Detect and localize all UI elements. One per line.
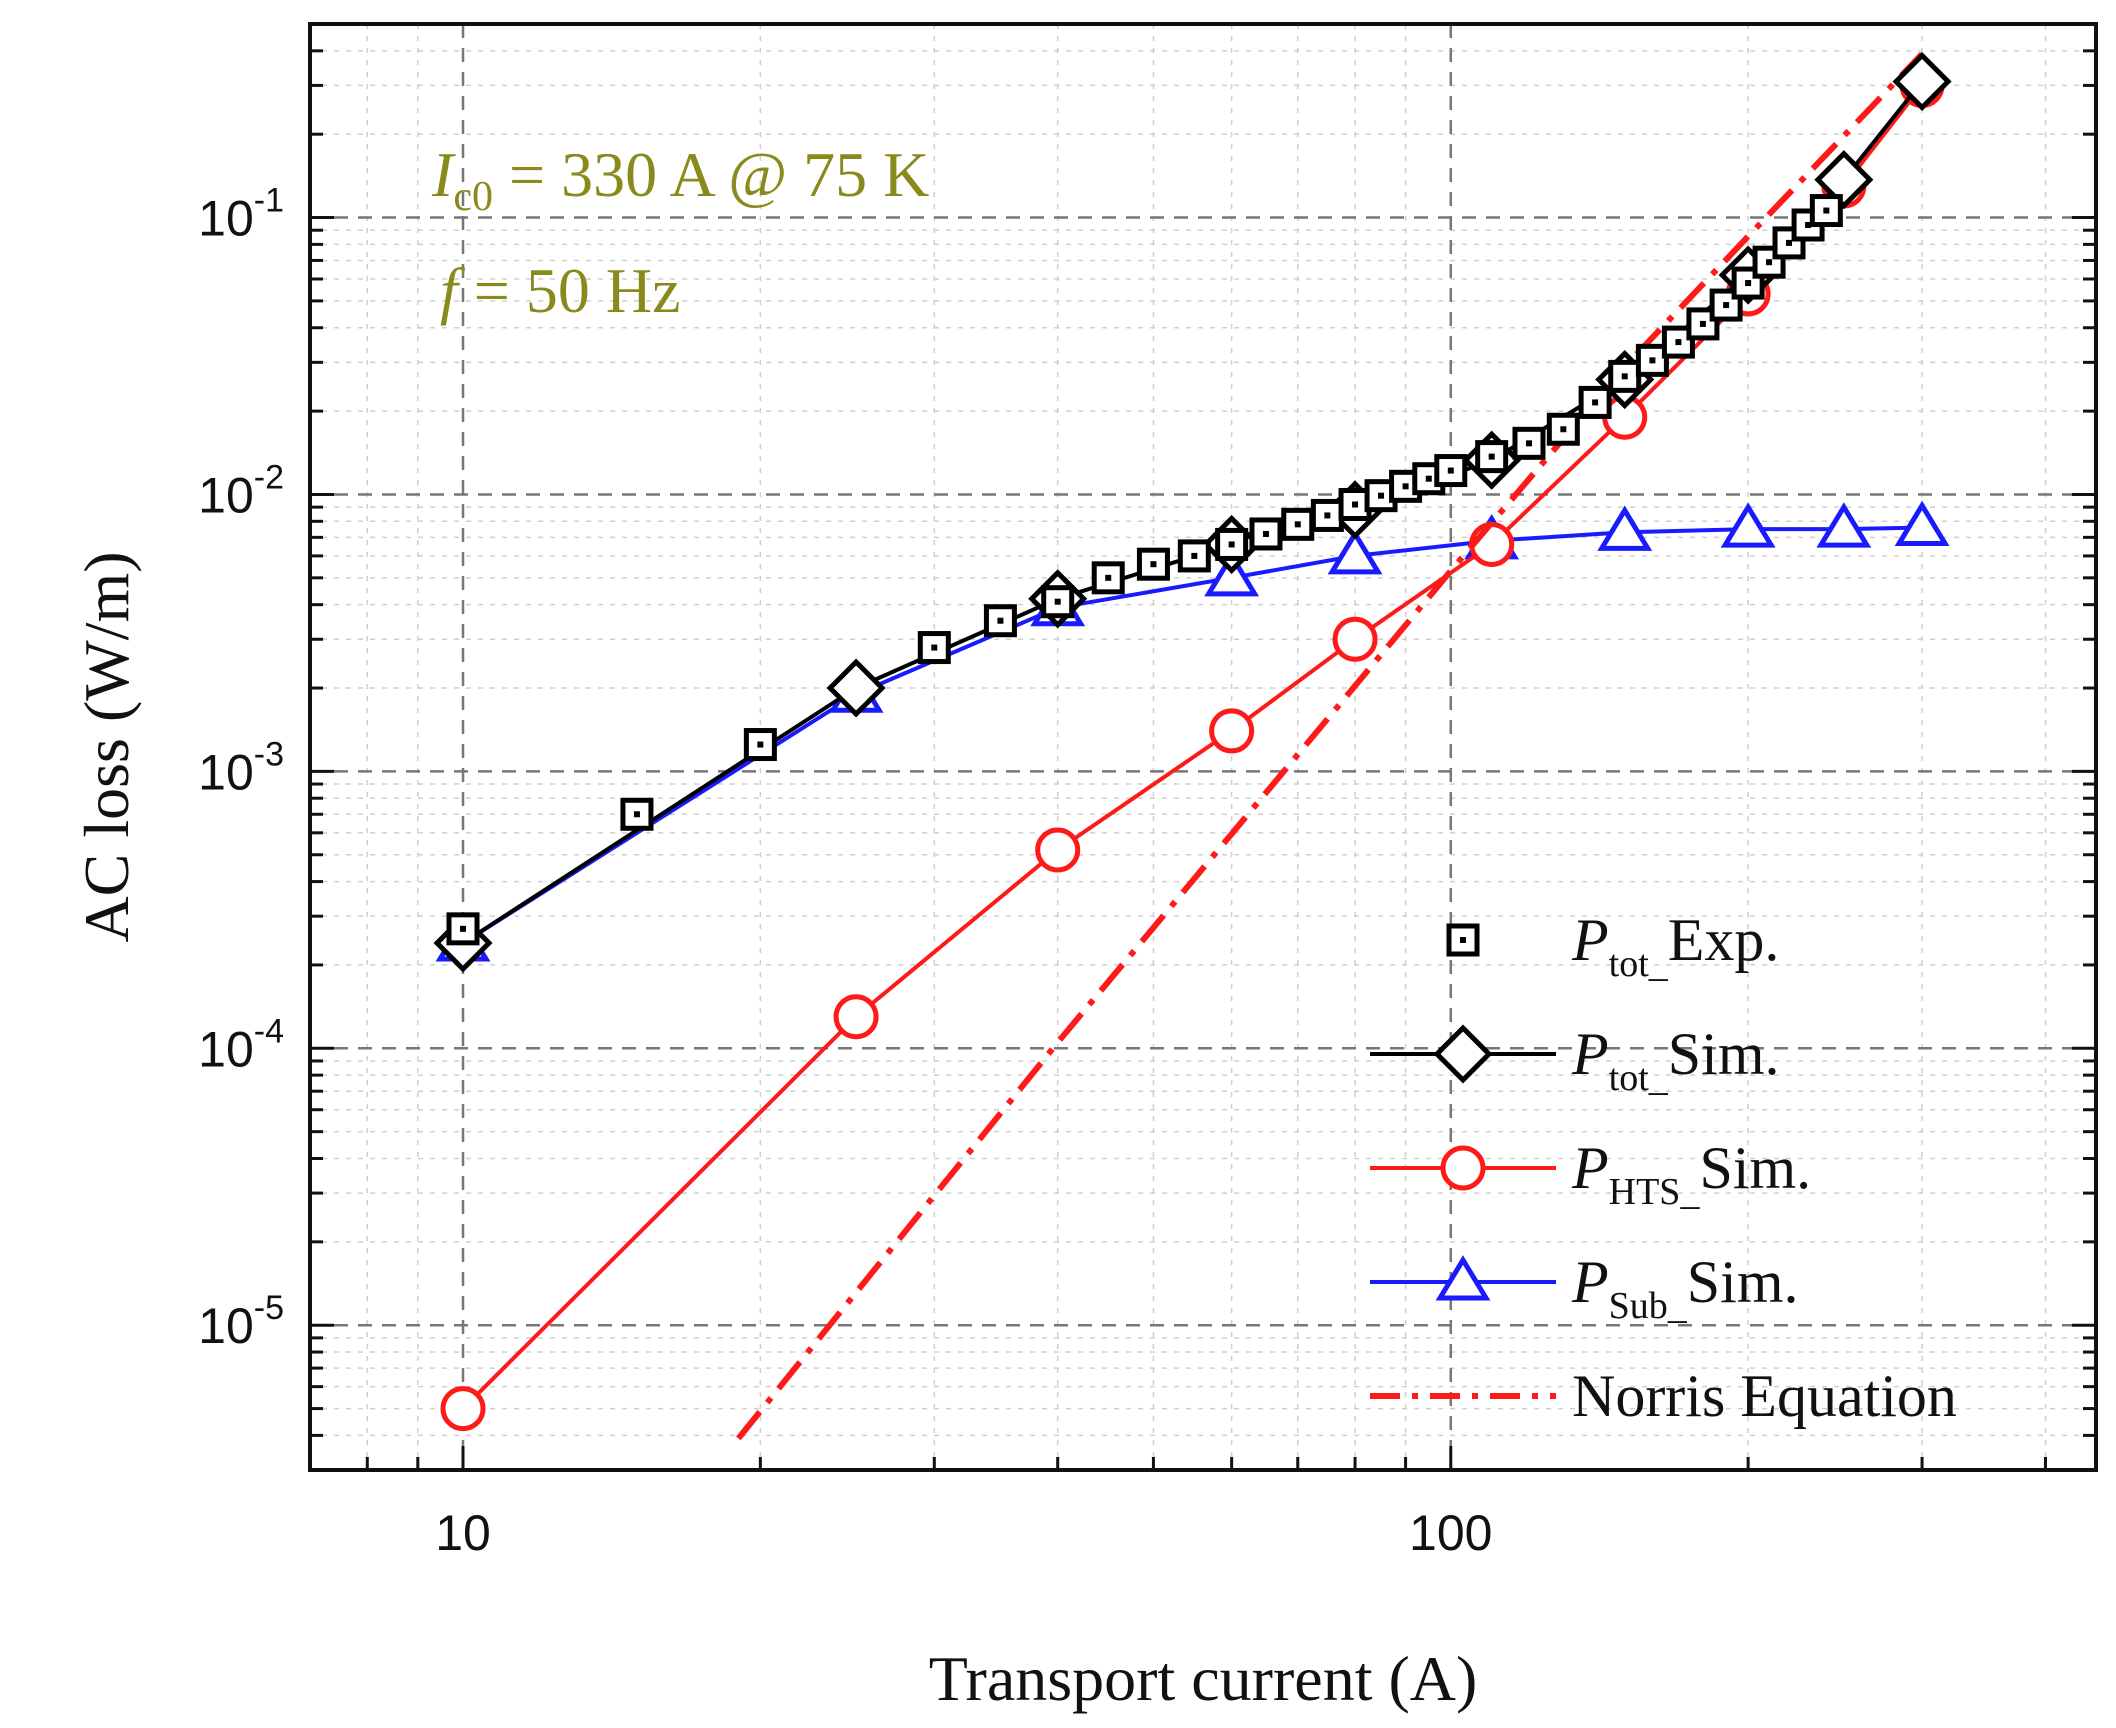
- data-point: [1475, 440, 1509, 474]
- data-point: [1892, 51, 1952, 112]
- legend-label: Norris Equation: [1572, 1363, 1957, 1429]
- data-point: [1814, 150, 1874, 210]
- y-tick-label: 10-2: [198, 458, 284, 523]
- legend-label: PSub_Sim.: [1571, 1249, 1799, 1327]
- y-tick-label: 10-5: [198, 1289, 284, 1354]
- data-point: [1546, 412, 1580, 446]
- data-point: [440, 1386, 486, 1432]
- data-point: [1204, 550, 1260, 597]
- legend-entry: PHTS_Sim.: [1370, 1135, 1811, 1213]
- data-point: [446, 912, 480, 946]
- data-point: [917, 631, 951, 665]
- data-point: [1816, 502, 1872, 548]
- legend-label: PHTS_Sim.: [1571, 1135, 1811, 1213]
- series-0: [446, 194, 1843, 946]
- plot-frame: [308, 22, 2098, 1472]
- series-3: [435, 500, 1950, 962]
- data-point: [1635, 343, 1669, 377]
- data-point: [1469, 521, 1515, 567]
- data-point: [1434, 454, 1468, 488]
- series-line: [736, 51, 1925, 1441]
- x-tick-label: 10: [435, 1505, 491, 1561]
- y-tick-label: 10-3: [198, 735, 284, 800]
- legend-marker: [1446, 923, 1480, 957]
- legend-entry: PSub_Sim.: [1370, 1249, 1799, 1327]
- legend-entry: Norris Equation: [1370, 1363, 1957, 1429]
- data-point: [1215, 527, 1249, 561]
- data-point: [1894, 500, 1950, 546]
- legend-marker: [1433, 1024, 1493, 1084]
- legend-label: Ptot_Exp.: [1571, 907, 1779, 985]
- data-point: [1327, 529, 1383, 575]
- data-point: [1720, 502, 1776, 548]
- data-point: [1041, 585, 1075, 619]
- data-point: [1177, 539, 1211, 573]
- major-grid: [310, 24, 2096, 1470]
- data-point: [833, 994, 879, 1040]
- data-point: [620, 797, 654, 831]
- annotation: Ic0 = 330 A @ 75 K: [431, 139, 929, 220]
- data-point: [1578, 385, 1612, 419]
- y-tick-label: 10-1: [198, 182, 284, 247]
- axis-ticks: [308, 22, 2096, 1472]
- data-point: [1249, 517, 1283, 551]
- data-point: [983, 604, 1017, 638]
- data-point: [1338, 487, 1372, 521]
- data-point: [743, 728, 777, 762]
- data-point: [1597, 505, 1653, 551]
- data-point: [1136, 547, 1170, 581]
- tick-labels: 10 100 10-5 10-4 10-3 10-2 10-1: [198, 182, 1492, 1561]
- y-axis-title: AC loss (W/m): [71, 551, 142, 942]
- series-line: [461, 525, 1923, 945]
- legend-marker: [1440, 1145, 1486, 1191]
- minor-grid: [309, 23, 2096, 1471]
- series-layer: [433, 51, 1952, 1441]
- data-point: [1608, 359, 1642, 393]
- y-tick-label: 10-4: [198, 1012, 284, 1077]
- legend-entry: Ptot_Exp.: [1446, 907, 1779, 985]
- x-tick-label: 100: [1409, 1505, 1492, 1561]
- data-point: [1310, 498, 1344, 532]
- legend-marker: [1435, 1255, 1491, 1301]
- data-point: [1035, 827, 1081, 873]
- data-point: [1332, 616, 1378, 662]
- annotations: Ic0 = 330 A @ 75 K f = 50 Hz: [431, 139, 929, 326]
- data-point: [826, 658, 886, 718]
- data-point: [1281, 507, 1315, 541]
- annotation: f = 50 Hz: [440, 255, 681, 326]
- data-point: [1809, 194, 1843, 228]
- data-point: [1209, 708, 1255, 754]
- data-point: [1091, 561, 1125, 595]
- legend-entry: Ptot_Sim.: [1370, 1021, 1780, 1099]
- series-4: [736, 51, 1925, 1441]
- data-point: [1512, 426, 1546, 460]
- data-point: [1661, 325, 1695, 359]
- legend: Ptot_Exp. Ptot_Sim. PHTS_Sim. PSub_Sim. Norr…: [1370, 907, 1957, 1429]
- x-axis-title: Transport current (A): [929, 1643, 1478, 1714]
- legend-label: Ptot_Sim.: [1571, 1021, 1780, 1099]
